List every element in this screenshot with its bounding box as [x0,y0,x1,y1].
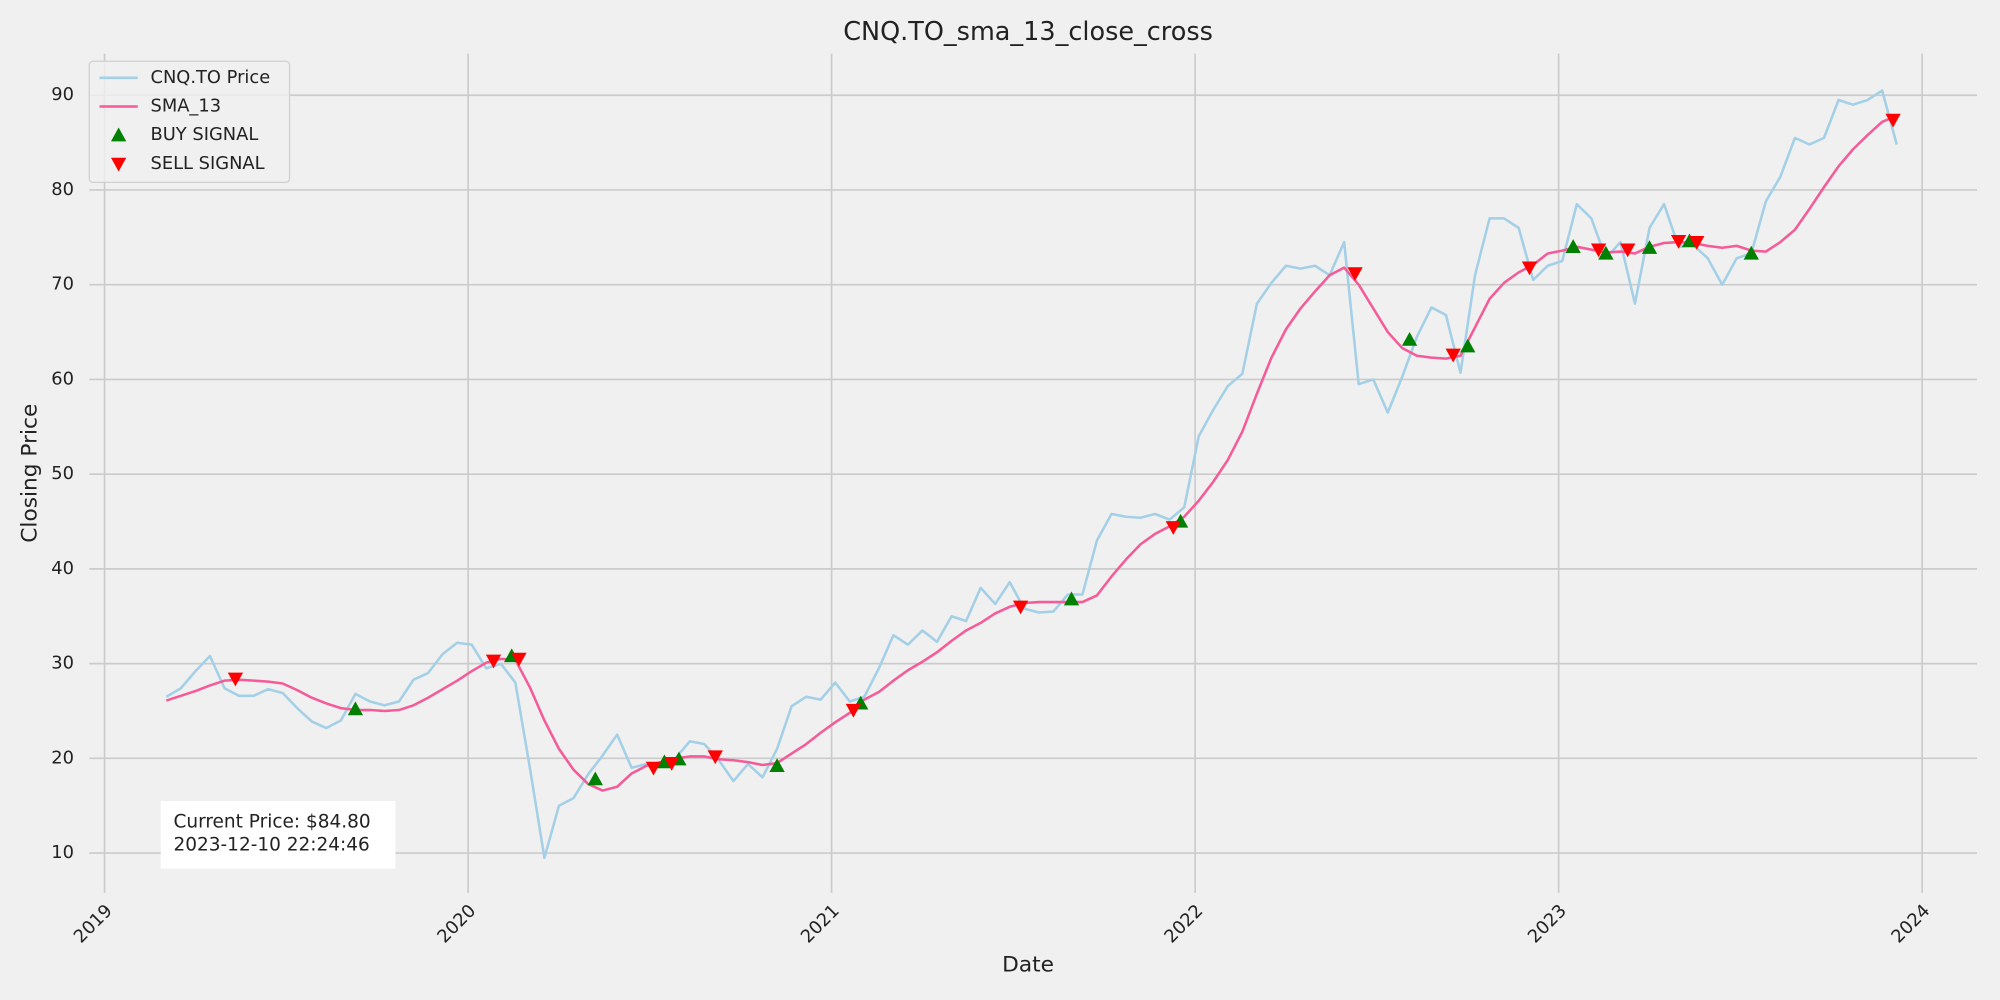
legend-swatch [110,157,127,172]
y-tick-label: 30 [51,653,74,674]
annotation: Current Price: $84.80 2023-12-10 22:24:4… [160,801,396,869]
buy-marker [656,754,673,769]
sell-marker [1445,348,1461,363]
legend-label: SELL SIGNAL [151,153,265,174]
sell-marker [1165,521,1181,535]
sell-marker [1012,600,1029,615]
buy-marker [1401,331,1418,346]
sell-marker [227,672,244,687]
buy-marker [1681,233,1698,248]
buy-marker [1743,245,1759,260]
x-axis-label: Date [1002,953,1054,978]
y-tick-label: 10 [51,842,74,863]
y-tick-label: 90 [51,84,74,105]
buy-marker [587,771,603,786]
legend: CNQ.TO Price SMA_13 BUY SIGNAL SELL SIGNAL [88,60,291,184]
y-tick-label: 60 [51,368,74,389]
sell-marker [707,750,723,765]
sell-marker [1347,267,1363,281]
plot [165,89,1901,860]
buy-marker [1460,338,1476,353]
y-axis-label: Closing Price [18,404,43,543]
sell-marker [1689,235,1705,250]
legend-label: BUY SIGNAL [151,124,259,145]
y-tick-label: 70 [51,274,74,295]
legend-label: CNQ.TO Price [151,67,271,88]
sell-marker [663,756,680,771]
sell-marker [485,654,502,669]
legend-swatch [110,127,127,142]
buy-marker [769,758,785,773]
annotation-text: Current Price: $84.80 [173,812,370,833]
y-tick-label: 80 [51,179,74,200]
sell-marker [1590,243,1607,258]
y-tick-label: 40 [51,558,74,579]
sell-marker [645,761,662,776]
chart-title: CNQ.TO_sma_13_close_cross [843,17,1213,47]
sell-marker [1521,261,1538,276]
sell-marker [1620,243,1636,258]
buy-marker [1565,239,1581,253]
sell-marker [845,703,862,718]
buy-marker [1641,240,1658,254]
buy-marker [1063,591,1080,606]
sell-marker [511,652,527,667]
y-tick-label: 50 [51,463,74,484]
legend-box [88,60,291,184]
legend-label: SMA_13 [151,96,222,117]
y-tick-label: 20 [51,747,74,768]
annotation-text: 2023-12-10 22:24:46 [173,835,369,856]
buy-marker [347,701,364,716]
annotation-box [160,801,396,869]
buy-marker [1598,245,1614,260]
sell-marker [1885,113,1901,128]
sell-marker [1670,235,1687,249]
